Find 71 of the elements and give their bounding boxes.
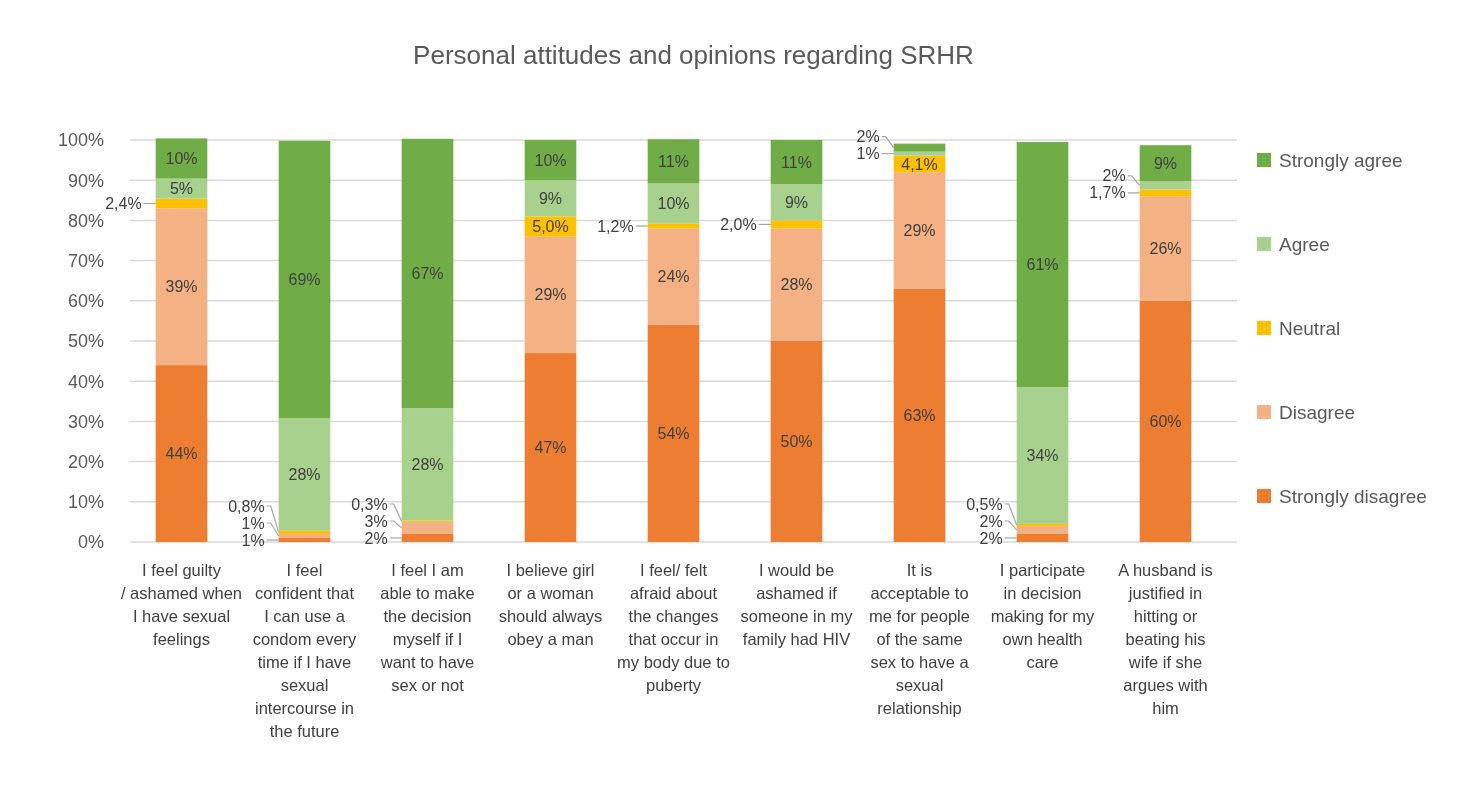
x-tick-label: I feel confident that I can use a condom every time if I have sexual intercourse in the future — [252, 561, 358, 740]
data-label: 4,1% — [901, 155, 938, 173]
x-tick-label: I believe girl or a woman should always obey a man — [498, 561, 603, 648]
y-tick-label: 10% — [67, 492, 104, 513]
data-label: 5% — [169, 180, 194, 198]
data-label: 9% — [538, 189, 563, 207]
data-label: 26% — [1149, 240, 1182, 258]
data-label: 1% — [241, 514, 265, 532]
data-label: 0,5% — [966, 495, 1003, 513]
data-label: 61% — [1026, 256, 1059, 274]
legend-label: Strongly agree — [1279, 149, 1403, 171]
y-tick-label: 50% — [67, 331, 104, 352]
data-label: 50% — [780, 433, 813, 451]
y-tick-label: 20% — [67, 451, 104, 472]
data-label: 3% — [364, 512, 388, 530]
y-tick-label: 60% — [67, 291, 104, 312]
data-label: 9% — [1153, 154, 1178, 172]
data-label: 0,8% — [228, 497, 265, 515]
data-label: 44% — [165, 445, 198, 463]
data-label: 10% — [165, 150, 198, 168]
y-tick-label: 30% — [67, 411, 104, 432]
legend-label: Agree — [1279, 233, 1330, 255]
data-label: 28% — [411, 456, 444, 474]
data-label: 1% — [856, 145, 880, 163]
data-label: 67% — [411, 265, 444, 283]
data-label: 2,0% — [720, 216, 757, 234]
data-label: 28% — [780, 276, 813, 294]
data-label: 10% — [534, 151, 567, 169]
data-label: 47% — [534, 439, 567, 457]
data-label: 2% — [979, 512, 1003, 530]
data-label: 2% — [1102, 167, 1126, 185]
y-tick-label: 90% — [67, 170, 104, 191]
legend-label: Strongly disagree — [1279, 485, 1427, 507]
data-label: 0,3% — [351, 495, 388, 513]
data-label: 60% — [1149, 413, 1182, 430]
data-label: 11% — [658, 152, 689, 170]
data-label: 2% — [979, 529, 1003, 547]
y-tick-label: 80% — [67, 210, 104, 231]
data-label: 2% — [856, 128, 880, 146]
y-tick-label: 40% — [67, 371, 104, 392]
x-tick-label: I would be ashamed if someone in my family had HIV — [740, 561, 854, 648]
x-tick-label: I feel I am able to make the decision myself if I want to have sex or not — [379, 561, 475, 694]
data-label: 39% — [165, 278, 198, 296]
y-tick-label: 100% — [57, 130, 104, 151]
chart-title: Personal attitudes and opinions regarding SRHR — [413, 40, 974, 70]
data-label: 11% — [781, 153, 812, 171]
data-label: 5,0% — [532, 218, 569, 236]
legend-label: Disagree — [1279, 401, 1356, 423]
data-label: 63% — [903, 406, 936, 424]
data-label: 1% — [241, 531, 265, 549]
data-label: 1,7% — [1089, 184, 1126, 202]
y-tick-label: 0% — [77, 532, 104, 553]
data-label: 2% — [364, 529, 388, 547]
data-label: 54% — [657, 425, 690, 443]
x-tick-label: I feel/ felt afraid about the changes that occur in my body due to puberty — [617, 561, 730, 694]
x-tick-label: It is acceptable to me for people of the same sex to have a sexual relationship — [869, 561, 970, 717]
data-label: 1,2% — [597, 217, 634, 235]
data-label: 34% — [1026, 447, 1059, 465]
x-tick-label: I feel guilty / ashamed when I have sexual feelings — [120, 561, 243, 648]
x-tick-label: I participate in decision making for my own health care — [990, 561, 1096, 671]
data-label: 9% — [784, 193, 809, 211]
data-label: 29% — [534, 286, 567, 304]
y-tick-label: 70% — [67, 250, 104, 271]
data-label: 2,4% — [105, 195, 142, 213]
data-label: 29% — [903, 222, 936, 240]
data-label: 69% — [288, 271, 321, 289]
data-label: 10% — [657, 195, 690, 213]
legend-label: Neutral — [1279, 317, 1341, 339]
data-label: 24% — [657, 268, 690, 286]
data-label: 28% — [288, 466, 321, 484]
x-tick-label: A husband is justified in hitting or beating his wife if she argues with him — [1118, 561, 1213, 717]
